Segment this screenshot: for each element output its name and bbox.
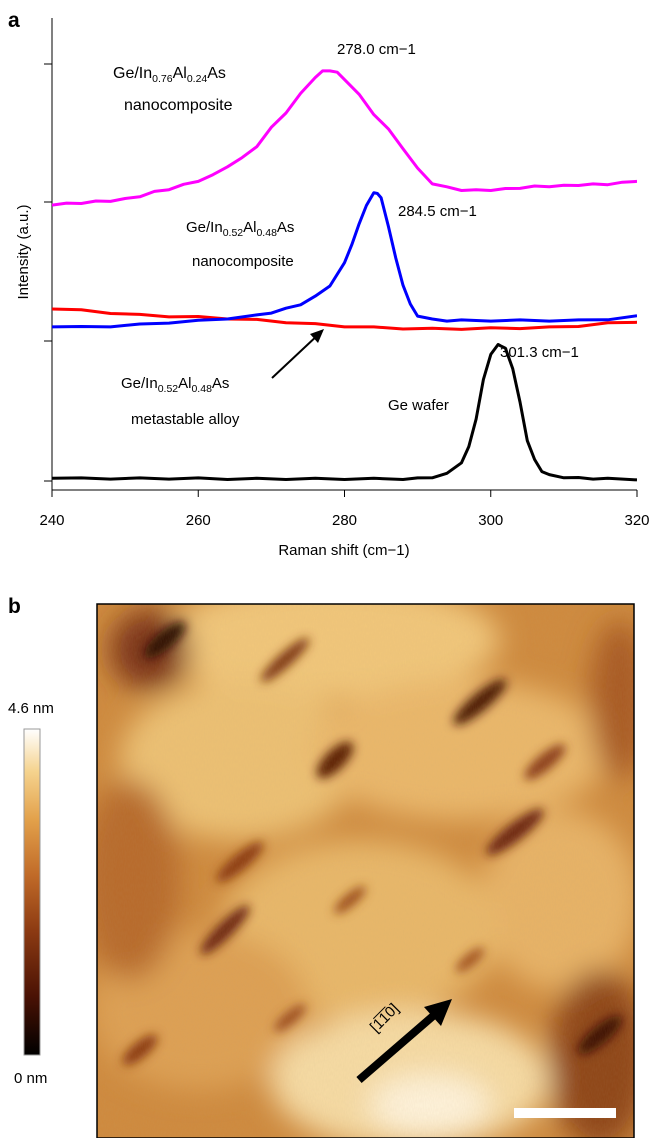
x-tick-label: 280 (332, 512, 357, 529)
x-ticks: 240 260 280 300 320 (39, 490, 650, 529)
series-label-ge-wafer: Ge wafer (388, 397, 449, 414)
afm-texture (97, 604, 634, 1138)
alloy-pointer-arrowhead (310, 329, 324, 343)
y-axis-title: Intensity (a.u.) (15, 204, 32, 299)
x-tick-label: 240 (39, 512, 64, 529)
x-tick-label: 320 (624, 512, 649, 529)
peak-label-278: 278.0 cm−1 (337, 41, 416, 58)
afm-height-map (97, 604, 634, 1138)
x-tick-label: 300 (478, 512, 503, 529)
series-label-inal052-nc-line2: nanocomposite (192, 253, 294, 270)
series-label-inal076-line2: nanocomposite (124, 97, 233, 114)
series-label-inal052-alloy-line2: metastable alloy (131, 411, 240, 428)
peak-label-301: 301.3 cm−1 (500, 344, 579, 361)
colorbar-max-label: 4.6 nm (8, 700, 54, 717)
panel-label-a: a (8, 9, 20, 32)
series-label-inal052-nc: Ge/In0.52Al0.48As (186, 219, 294, 239)
peak-label-284: 284.5 cm−1 (398, 203, 477, 220)
series-line (52, 191, 637, 329)
colorbar-min-label: 0 nm (14, 1070, 47, 1087)
colorbar (23, 728, 41, 1056)
afm-frame (96, 603, 635, 1138)
panel-label-b: b (8, 595, 21, 618)
x-axis-title: Raman shift (cm−1) (278, 542, 409, 559)
direction-arrow-head (424, 999, 452, 1026)
series-group (52, 69, 637, 482)
alloy-pointer-arrow (271, 332, 321, 379)
series-label-inal052-alloy: Ge/In0.52Al0.48As (121, 375, 229, 395)
series-line (52, 307, 637, 331)
series-label-inal076: Ge/In0.76Al0.24As (113, 65, 226, 85)
series-line (52, 343, 637, 482)
x-tick-label: 260 (186, 512, 211, 529)
direction-arrow-shaft (356, 1006, 443, 1084)
series-line (52, 69, 637, 207)
scale-bar (514, 1108, 616, 1118)
